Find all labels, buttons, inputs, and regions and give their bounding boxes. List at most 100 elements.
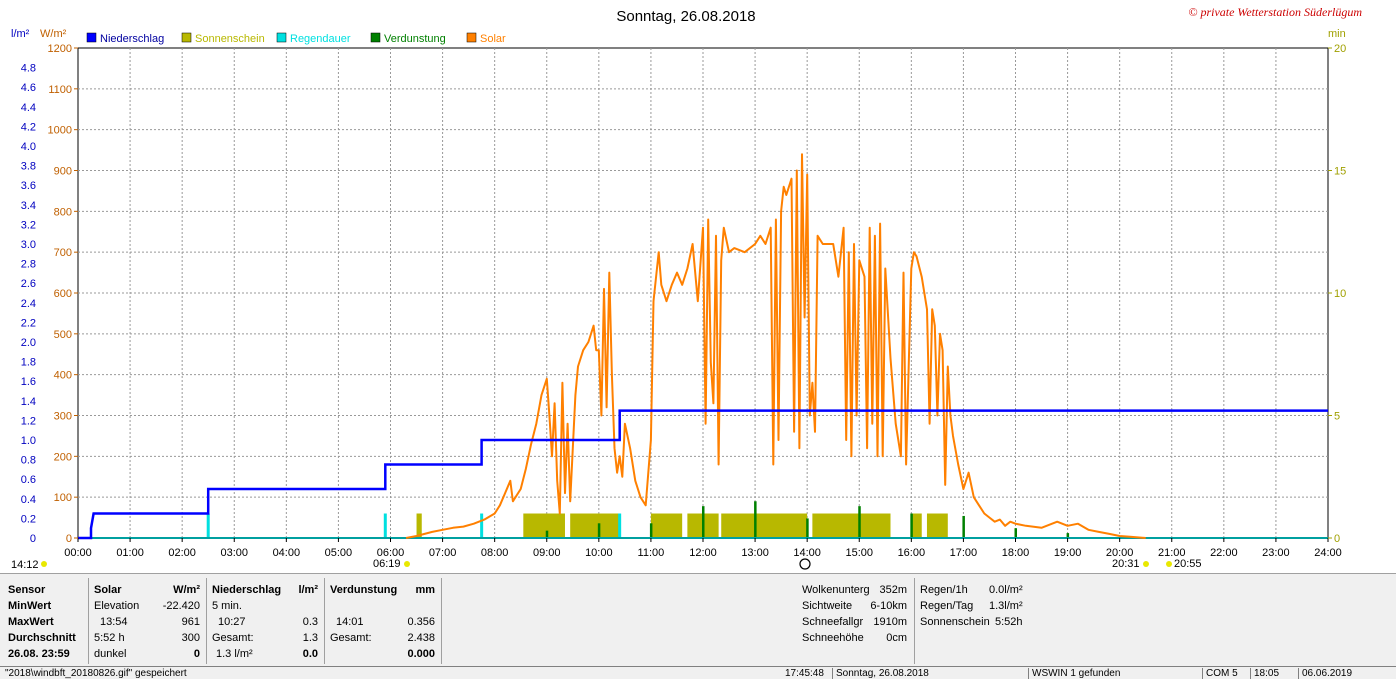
y-rain-tick-label: 2.0 (21, 337, 36, 349)
y-minutes-tick-label: 20 (1334, 43, 1346, 55)
rain-total-label: Gesamt: (212, 632, 254, 644)
sunshine-bar (523, 513, 565, 538)
column-divider (206, 578, 207, 664)
sunshine-bar (721, 513, 808, 538)
y-rain-tick-label: 4.8 (21, 63, 36, 75)
y-minutes-tick-label: 15 (1334, 166, 1346, 178)
x-tick-label: 14:00 (793, 547, 821, 559)
legend-swatch (86, 32, 97, 43)
rain-duration-bar (383, 513, 387, 538)
legend-swatch (370, 32, 381, 43)
x-tick-label: 20:00 (1106, 547, 1134, 559)
evaporation-bar (1066, 533, 1070, 538)
rain-duration-bar (618, 513, 622, 538)
sunshine-bar (911, 513, 922, 538)
x-tick-label: 12:00 (689, 547, 717, 559)
solar-unit: W/m² (173, 584, 200, 596)
sunshine-bar (650, 513, 683, 538)
status-date: Sonntag, 26.08.2018 (832, 668, 1026, 679)
x-tick-label: 11:00 (638, 547, 665, 559)
column-divider (324, 578, 325, 664)
y-rain-tick-label: 1.8 (21, 357, 36, 369)
y-rain-tick-label: 2.2 (21, 317, 36, 329)
solar-avg-value: 300 (181, 632, 200, 644)
legend-swatch (181, 32, 192, 43)
chart-axes: 00:00 01:00 02:00 03:00 04:00 05:00 06:00 07:00… (21, 43, 1347, 559)
x-tick-label: 19:00 (1054, 547, 1082, 559)
x-tick-label: 01:00 (116, 547, 144, 559)
evap-current-value: 0.000 (407, 648, 435, 660)
status-message: "2018\windbft_20180826.gif" gespeichert (5, 668, 187, 679)
evap-total-label: Gesamt: (330, 632, 372, 644)
x-tick-label: 03:00 (220, 547, 248, 559)
chart-grid (77, 47, 1329, 539)
y-solar-tick-label: 300 (54, 411, 72, 423)
rain-unit: l/m² (298, 584, 318, 596)
solar-min-label: Elevation (94, 600, 140, 612)
evap-unit: mm (415, 584, 435, 596)
rain-day-label: Regen/Tag (920, 600, 974, 612)
evaporation-bar (597, 523, 601, 538)
sunset-marker: 20:31 (1112, 558, 1140, 570)
sensor-header: Sensor (8, 584, 46, 596)
solar-current-label: dunkel (94, 648, 127, 660)
y-solar-tick-label: 1000 (48, 125, 72, 137)
rain-1h-label: Regen/1h (920, 584, 968, 596)
rain-duration-bar (480, 513, 484, 538)
x-tick-label: 02:00 (168, 547, 196, 559)
sunshine-bar (570, 513, 620, 538)
y-solar-tick-label: 1200 (48, 43, 72, 55)
y-rain-tick-label: 0.6 (21, 474, 36, 486)
x-tick-label: 13:00 (741, 547, 769, 559)
evaporation-bar (702, 506, 705, 538)
y-solar-tick-label: 900 (54, 166, 72, 178)
sun-noon-icon (799, 558, 811, 570)
x-tick-label: 04:00 (273, 547, 301, 559)
legend-label: Solar (480, 33, 506, 45)
x-tick-label: 18:00 (1002, 547, 1030, 559)
row-label-min: MinWert (8, 600, 52, 612)
legend-label: Sonnenschein (195, 33, 265, 45)
y-rain-tick-label: 3.0 (21, 239, 36, 251)
evaporation-bar (910, 513, 913, 538)
rain-max-value: 0.3 (302, 616, 318, 628)
y-rain-tick-label: 1.2 (21, 415, 36, 427)
snowline-label: Schneefallgr (802, 616, 864, 628)
y-rain-tick-label: 0.4 (21, 494, 36, 506)
status-port: COM 5 (1202, 668, 1250, 679)
x-tick-label: 07:00 (429, 547, 457, 559)
y-solar-tick-label: 700 (54, 247, 72, 259)
rain-current-label: 1.3 l/m² (216, 648, 253, 660)
x-tick-label: 23:00 (1262, 547, 1290, 559)
y-solar-tick-label: 100 (54, 492, 72, 504)
rain-day-value: 1.3l/m² (989, 600, 1023, 612)
solar-min-value: -22.420 (162, 600, 200, 612)
y-rain-tick-label: 1.6 (21, 376, 36, 388)
x-tick-label: 16:00 (898, 547, 926, 559)
status-clock: 18:05 (1250, 668, 1298, 679)
x-tick-label: 15:00 (845, 547, 873, 559)
sunshine-value: 5:52h (995, 616, 1023, 628)
x-tick-label: 22:00 (1210, 547, 1238, 559)
column-divider (441, 578, 442, 664)
y-rain-tick-label: 4.0 (21, 141, 36, 153)
x-tick-label: 24:00 (1314, 547, 1342, 559)
cloud-base-value: 352m (879, 584, 907, 596)
y-rain-tick-label: 1.0 (21, 435, 36, 447)
y-rain-tick-label: 1.4 (21, 396, 36, 408)
evaporation-bar (545, 530, 549, 538)
evaporation-bar (806, 518, 809, 538)
y-rain-tick-label: 3.6 (21, 180, 36, 192)
status-device: WSWIN 1 gefunden (1028, 668, 1200, 679)
solar-avg-label: 5:52 h (94, 632, 125, 644)
x-tick-label: 17:00 (950, 547, 978, 559)
legend-swatch (276, 32, 287, 43)
cloud-base-label: Wolkenunterg (802, 584, 870, 596)
evaporation-bar (649, 523, 653, 538)
rain-1h-value: 0.0l/m² (989, 584, 1023, 596)
left-rain-unit: l/m² (11, 28, 30, 40)
rain-total-value: 1.3 (302, 632, 318, 644)
legend-label: Regendauer (290, 33, 351, 45)
y-rain-tick-label: 2.4 (21, 298, 36, 310)
y-rain-tick-label: 2.6 (21, 278, 36, 290)
